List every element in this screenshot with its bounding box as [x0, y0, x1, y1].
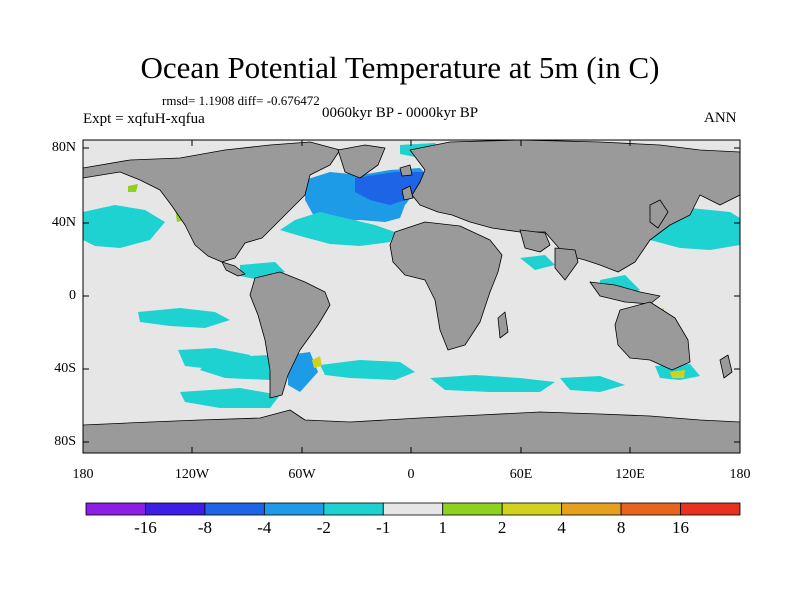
anomaly-ne-pacific [83, 205, 165, 248]
colorbar-label: 16 [672, 518, 690, 537]
anomaly-alaska-warm [128, 184, 138, 192]
colorbar-label: -4 [257, 518, 272, 537]
anomaly-e-pacific-south [138, 308, 230, 328]
x-tick-120w: 120W [174, 467, 210, 482]
colorbar-box [323, 502, 384, 516]
colorbar-box [382, 502, 444, 516]
colorbar-label: 1 [438, 518, 447, 537]
y-tick-0: 0 [69, 288, 76, 303]
anomaly-s-atlantic [320, 360, 415, 380]
axis-ticks [82, 140, 741, 453]
landmass-north-america [83, 141, 341, 263]
y-tick-80n: 80N [51, 140, 76, 155]
landmass-iceland [399, 164, 413, 177]
colorbar-box [204, 502, 265, 516]
colorbar-label: -16 [134, 518, 157, 537]
statistics-label: rmsd= 1.1908 diff= -0.676472 [162, 93, 320, 108]
experiment-label: Expt = xqfuH-xqfua [83, 111, 205, 127]
landmass-arabia [519, 229, 551, 253]
land-masses [83, 140, 740, 453]
x-tick-60e: 60E [509, 467, 533, 482]
landmass-indonesia [589, 281, 661, 305]
plot-title: Ocean Potential Temperature at 5m (in C) [140, 50, 660, 85]
colorbar-label: -1 [376, 518, 391, 537]
colorbar-label: 4 [557, 518, 566, 537]
colorbar-box [561, 502, 622, 516]
landmass-australia [614, 301, 691, 371]
colorbar-box [145, 502, 206, 516]
anomaly-s-pacific-2 [200, 355, 285, 380]
colorbar-box [263, 502, 325, 516]
landmass-madagascar [497, 311, 509, 339]
landmass-japan [649, 199, 669, 229]
landmass-south-america [249, 271, 331, 399]
y-tick-40n: 40N [51, 215, 76, 230]
anomaly-southern-ocean-pac [180, 388, 280, 408]
colorbar-box [442, 502, 503, 516]
anomaly-southern-ocean-ind [560, 376, 625, 392]
landmass-british-isles [401, 185, 414, 201]
anomaly-tasman-warm [670, 370, 685, 378]
anomaly-atlantic-subtropic [280, 212, 395, 246]
colorbar-label: -8 [197, 518, 212, 537]
map-area [83, 140, 740, 453]
anomaly-argentina-shelf [288, 352, 318, 392]
y-tick-40s: 40S [54, 361, 76, 376]
season-label: ANN [704, 110, 737, 126]
landmass-greenland [337, 144, 386, 179]
colorbar-box [85, 502, 146, 516]
colorbar-box [620, 502, 681, 516]
anomaly-arabian-sea [520, 255, 555, 270]
x-tick-120e: 120E [615, 467, 645, 482]
landmass-india [554, 247, 579, 281]
y-tick-80s: 80S [54, 434, 76, 449]
x-tick-180w: 180 [72, 467, 94, 482]
colorbar-box [680, 502, 741, 516]
colorbar-label: 8 [616, 518, 626, 537]
period-label: 0060kyr BP - 0000kyr BP [322, 105, 479, 121]
colorbar-label: 2 [497, 518, 507, 537]
anomaly-s-atlantic-warm [312, 356, 322, 368]
x-tick-60w: 60W [288, 467, 316, 482]
x-tick-180e: 180 [729, 467, 751, 482]
landmass-new-zealand [719, 354, 733, 379]
landmass-eurasia [409, 140, 740, 273]
x-tick-0: 0 [407, 467, 415, 482]
landmass-antarctica [83, 409, 740, 453]
landmass-central-america [221, 261, 246, 277]
colorbar-label: -2 [316, 518, 331, 537]
anomaly-s-indian [430, 375, 555, 392]
landmass-africa [389, 221, 503, 351]
colorbar-box [501, 502, 563, 516]
colorbar [85, 502, 741, 516]
